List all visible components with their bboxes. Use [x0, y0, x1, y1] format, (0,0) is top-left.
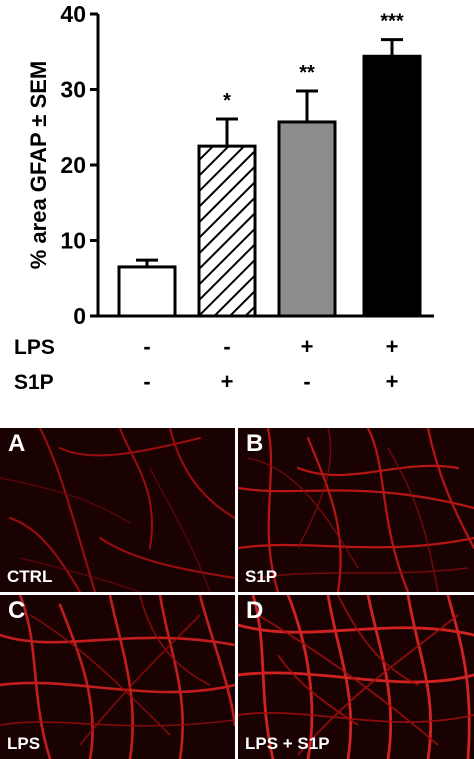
- bar-ctrl: [117, 265, 177, 318]
- y-tick-label: 10: [60, 228, 86, 254]
- significance-marker: *: [223, 90, 231, 112]
- treatment-sign: -: [143, 369, 150, 394]
- panel-a-ctrl: A CTRL: [0, 428, 235, 592]
- treatment-sign: -: [143, 334, 150, 359]
- y-tick-label: 20: [60, 152, 86, 178]
- micrograph-panels: A CTRL B S1P: [0, 428, 474, 759]
- y-tick-label: 40: [60, 1, 86, 27]
- bar-lps: [277, 120, 337, 318]
- panel-a-letter: A: [8, 430, 26, 457]
- significance-marker: **: [299, 62, 315, 84]
- panel-d-lps-s1p: D LPS + S1P: [238, 595, 474, 759]
- y-tick-label: 0: [73, 303, 86, 329]
- panel-d-micrograph: [238, 595, 474, 759]
- treatment-sign: +: [301, 334, 314, 359]
- panel-c-lps: C LPS: [0, 595, 235, 759]
- bar-s1p: [197, 144, 257, 318]
- panel-c-letter: C: [8, 597, 26, 624]
- treatment-sign: +: [386, 334, 399, 359]
- panel-c-caption: LPS: [7, 734, 41, 753]
- panel-b-caption: S1P: [245, 567, 278, 586]
- panel-b-micrograph: [238, 428, 474, 592]
- treatment-sign: +: [386, 369, 399, 394]
- treatment-sign: -: [303, 369, 310, 394]
- bar-lps-s1p: [362, 54, 422, 318]
- panel-b-s1p: B S1P: [238, 428, 474, 592]
- treatment-label-s1p: S1P: [14, 371, 54, 394]
- panel-d-letter: D: [246, 597, 264, 624]
- y-tick-label: 30: [60, 77, 86, 103]
- significance-marker: ***: [380, 11, 404, 33]
- panel-c-micrograph: [0, 595, 235, 759]
- panel-b-letter: B: [246, 430, 264, 457]
- treatment-sign: -: [223, 334, 230, 359]
- panel-a-micrograph: [0, 428, 235, 592]
- treatment-label-lps: LPS: [14, 336, 55, 359]
- treatment-sign: +: [221, 369, 234, 394]
- y-axis-label: % area GFAP ± SEM: [26, 61, 51, 270]
- panel-a-caption: CTRL: [7, 567, 53, 586]
- panel-d-caption: LPS + S1P: [245, 734, 330, 753]
